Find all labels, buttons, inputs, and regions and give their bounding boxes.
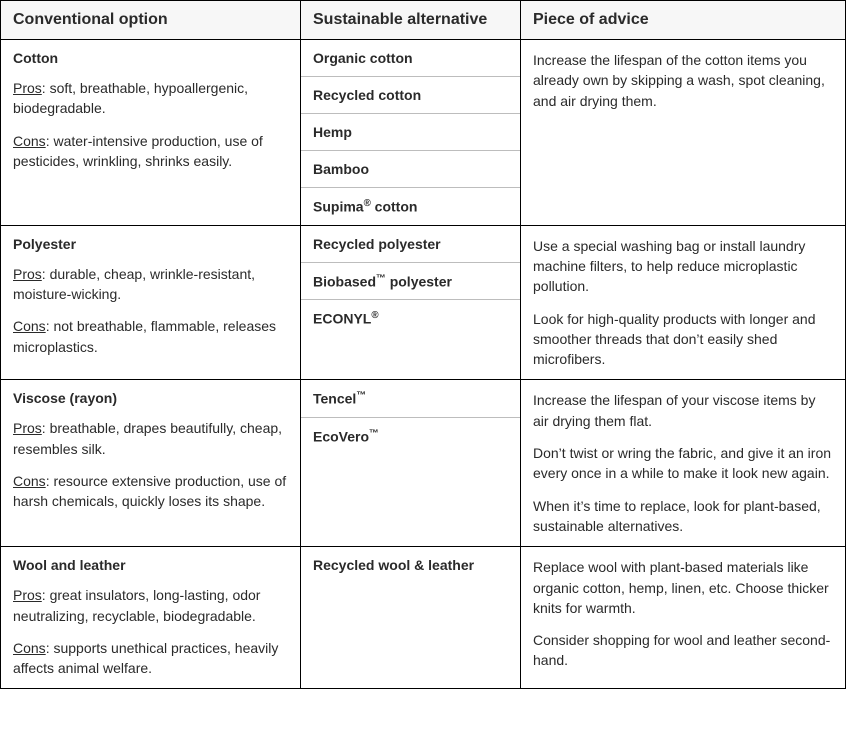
alternatives-list: Recycled polyesterBiobased™ polyesterECO… bbox=[301, 226, 520, 337]
cons-line: Cons: supports unethical practices, heav… bbox=[13, 638, 288, 679]
alternative-item: Organic cotton bbox=[301, 40, 520, 77]
advice-cell: Replace wool with plant-based materials … bbox=[521, 547, 846, 689]
pros-cons: Pros: soft, breathable, hypoallergenic, … bbox=[13, 78, 288, 171]
pros-line: Pros: breathable, drapes beautifully, ch… bbox=[13, 418, 288, 459]
advice-paragraph: Consider shopping for wool and leather s… bbox=[533, 630, 833, 671]
table-row: Polyester Pros: durable, cheap, wrinkle-r… bbox=[1, 225, 846, 380]
cons-text: : supports unethical practices, heavily … bbox=[13, 640, 278, 676]
header-advice: Piece of advice bbox=[521, 1, 846, 40]
advice-paragraph: When it’s time to replace, look for plan… bbox=[533, 496, 833, 537]
trademark-icon: ™ bbox=[369, 428, 379, 439]
pros-text: : breathable, drapes beautifully, cheap,… bbox=[13, 420, 282, 456]
trademark-icon: ™ bbox=[356, 390, 366, 401]
alt-text: Recycled cotton bbox=[313, 87, 421, 103]
alternatives-cell: Recycled wool & leather bbox=[301, 547, 521, 689]
alternative-item: Bamboo bbox=[301, 151, 520, 188]
alternatives-cell: Tencel™EcoVero™ bbox=[301, 380, 521, 547]
alternative-item: Recycled wool & leather bbox=[301, 547, 520, 583]
cons-line: Cons: not breathable, flammable, release… bbox=[13, 316, 288, 357]
pros-text: : great insulators, long-lasting, odor n… bbox=[13, 587, 260, 623]
alt-suffix: cotton bbox=[371, 199, 418, 215]
cons-label: Cons bbox=[13, 640, 46, 656]
conventional-cell: Viscose (rayon) Pros: breathable, drapes … bbox=[1, 380, 301, 547]
pros-label: Pros bbox=[13, 587, 42, 603]
trademark-icon: ® bbox=[364, 198, 371, 209]
advice-paragraph: Look for high-quality products with long… bbox=[533, 309, 833, 370]
conventional-cell: Polyester Pros: durable, cheap, wrinkle-r… bbox=[1, 225, 301, 380]
alternatives-list: Tencel™EcoVero™ bbox=[301, 380, 520, 454]
alt-text: EcoVero bbox=[313, 429, 369, 445]
alternative-item: ECONYL® bbox=[301, 300, 520, 337]
alternatives-cell: Recycled polyesterBiobased™ polyesterECO… bbox=[301, 225, 521, 380]
material-name: Wool and leather bbox=[13, 557, 288, 573]
cons-line: Cons: water-intensive production, use of… bbox=[13, 131, 288, 172]
pros-cons: Pros: great insulators, long-lasting, od… bbox=[13, 585, 288, 678]
table-row: Cotton Pros: soft, breathable, hypoallerg… bbox=[1, 40, 846, 226]
pros-line: Pros: soft, breathable, hypoallergenic, … bbox=[13, 78, 288, 119]
cons-text: : resource extensive production, use of … bbox=[13, 473, 286, 509]
table-row: Wool and leather Pros: great insulators, … bbox=[1, 547, 846, 689]
alternative-item: Biobased™ polyester bbox=[301, 262, 520, 300]
material-name: Cotton bbox=[13, 50, 288, 66]
cons-line: Cons: resource extensive production, use… bbox=[13, 471, 288, 512]
table-row: Viscose (rayon) Pros: breathable, drapes … bbox=[1, 380, 846, 547]
cons-label: Cons bbox=[13, 318, 46, 334]
advice-cell: Increase the lifespan of the cotton item… bbox=[521, 40, 846, 226]
conventional-cell: Wool and leather Pros: great insulators, … bbox=[1, 547, 301, 689]
cons-text: : not breathable, flammable, releases mi… bbox=[13, 318, 276, 354]
pros-line: Pros: durable, cheap, wrinkle-resistant,… bbox=[13, 264, 288, 305]
alternative-item: EcoVero™ bbox=[301, 418, 520, 455]
alternative-item: Recycled cotton bbox=[301, 77, 520, 114]
pros-label: Pros bbox=[13, 420, 42, 436]
pros-cons: Pros: breathable, drapes beautifully, ch… bbox=[13, 418, 288, 511]
pros-label: Pros bbox=[13, 266, 42, 282]
alt-text: Supima bbox=[313, 199, 364, 215]
alternative-item: Recycled polyester bbox=[301, 226, 520, 263]
advice-cell: Increase the lifespan of your viscose it… bbox=[521, 380, 846, 547]
alt-text: Recycled wool & leather bbox=[313, 557, 474, 573]
conventional-cell: Cotton Pros: soft, breathable, hypoallerg… bbox=[1, 40, 301, 226]
cons-label: Cons bbox=[13, 473, 46, 489]
alternative-item: Supima® cotton bbox=[301, 188, 520, 225]
advice-paragraph: Don’t twist or wring the fabric, and giv… bbox=[533, 443, 833, 484]
alternatives-list: Recycled wool & leather bbox=[301, 547, 520, 583]
alternative-item: Hemp bbox=[301, 114, 520, 151]
alt-text: Recycled polyester bbox=[313, 236, 441, 252]
alternatives-list: Organic cotton Recycled cotton Hemp Bamboo S… bbox=[301, 40, 520, 225]
pros-line: Pros: great insulators, long-lasting, od… bbox=[13, 585, 288, 626]
material-name: Viscose (rayon) bbox=[13, 390, 288, 406]
advice-paragraph: Increase the lifespan of the cotton item… bbox=[533, 50, 833, 111]
trademark-icon: ® bbox=[371, 310, 378, 321]
pros-text: : durable, cheap, wrinkle-resistant, moi… bbox=[13, 266, 255, 302]
table-header-row: Conventional option Sustainable alternat… bbox=[1, 1, 846, 40]
fabric-comparison-table: Conventional option Sustainable alternat… bbox=[0, 0, 846, 689]
pros-text: : soft, breathable, hypoallergenic, biod… bbox=[13, 80, 248, 116]
alt-text: Hemp bbox=[313, 124, 352, 140]
alt-text: Bamboo bbox=[313, 161, 369, 177]
header-conventional: Conventional option bbox=[1, 1, 301, 40]
material-name: Polyester bbox=[13, 236, 288, 252]
pros-label: Pros bbox=[13, 80, 42, 96]
trademark-icon: ™ bbox=[376, 273, 386, 284]
cons-label: Cons bbox=[13, 133, 46, 149]
alternative-item: Tencel™ bbox=[301, 380, 520, 417]
alt-text: ECONYL bbox=[313, 311, 371, 327]
alternatives-cell: Organic cotton Recycled cotton Hemp Bamboo S… bbox=[301, 40, 521, 226]
advice-paragraph: Increase the lifespan of your viscose it… bbox=[533, 390, 833, 431]
advice-paragraph: Replace wool with plant-based materials … bbox=[533, 557, 833, 618]
alt-suffix: polyester bbox=[386, 273, 452, 289]
alt-text: Organic cotton bbox=[313, 50, 413, 66]
table-body: CottonPros: soft, breathable, hypoallerg… bbox=[1, 40, 846, 689]
advice-cell: Use a special washing bag or install lau… bbox=[521, 225, 846, 380]
header-alternative: Sustainable alternative bbox=[301, 1, 521, 40]
cons-text: : water-intensive production, use of pes… bbox=[13, 133, 263, 169]
alt-text: Tencel bbox=[313, 391, 356, 407]
pros-cons: Pros: durable, cheap, wrinkle-resistant,… bbox=[13, 264, 288, 357]
alt-text: Biobased bbox=[313, 273, 376, 289]
advice-paragraph: Use a special washing bag or install lau… bbox=[533, 236, 833, 297]
